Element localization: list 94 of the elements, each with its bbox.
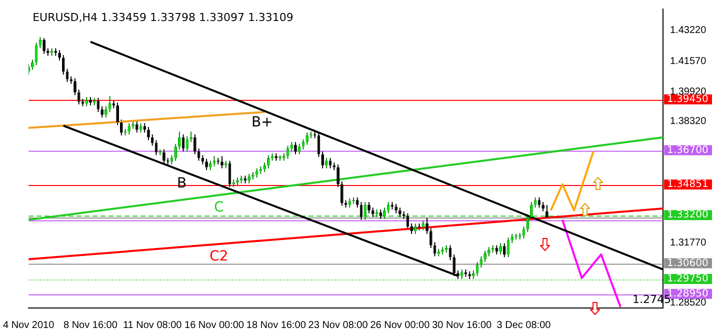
candlestick (108, 96, 112, 112)
candlestick (201, 154, 204, 165)
candlestick (135, 120, 138, 134)
y-tick-label: 1.38320 (670, 116, 707, 128)
ref-line-label: 1.33200 (667, 210, 708, 221)
ref-line-label: 1.29750 (667, 274, 708, 285)
candlestick (255, 168, 258, 178)
x-tick-label: 23 Nov 08:00 (308, 320, 368, 331)
candlestick (324, 157, 328, 169)
candlestick (510, 233, 514, 244)
x-tick-label: 8 Nov 16:00 (64, 320, 118, 331)
candlestick (484, 250, 486, 263)
candlestick (178, 131, 181, 150)
candlestick (42, 38, 46, 54)
candlestick (321, 150, 324, 169)
candlestick (174, 143, 178, 162)
candlestick (120, 119, 123, 136)
candlestick (526, 214, 530, 233)
candlestick (100, 106, 104, 118)
candlestick (383, 207, 386, 220)
x-tick-label: 18 Nov 16:00 (246, 320, 306, 331)
candlestick (368, 202, 370, 214)
candlestick (371, 207, 374, 218)
series-label: B+ (252, 114, 273, 131)
candlestick (162, 148, 166, 164)
y-tick-label: 1.41570 (670, 56, 707, 67)
candlestick (422, 220, 425, 231)
y-tick-label: 1.31770 (670, 237, 707, 248)
candlestick (414, 223, 417, 234)
candlestick (143, 122, 146, 134)
candlestick (364, 202, 367, 220)
candlestick (499, 242, 502, 255)
candlestick (74, 78, 76, 96)
candlestick (128, 122, 131, 135)
candlestick (336, 164, 340, 188)
candlestick (348, 198, 352, 208)
candlestick (294, 142, 297, 155)
candlestick (328, 157, 332, 169)
y-tick-label: 1.43220 (670, 25, 707, 36)
x-tick-label: 3 Dec 08:00 (496, 320, 552, 331)
candlestick (398, 207, 402, 218)
candlestick (394, 203, 398, 214)
candlestick (193, 134, 196, 155)
candlestick (38, 36, 42, 49)
x-tick-label: 11 Nov 08:00 (122, 320, 182, 331)
x-tick-label: 16 Nov 00:00 (184, 320, 244, 331)
series-label: C2 (210, 248, 228, 265)
candlestick (34, 42, 38, 66)
candlestick (379, 208, 382, 220)
candlestick (476, 262, 479, 276)
candlestick (30, 59, 34, 70)
candlestick (220, 156, 224, 169)
candlestick (426, 217, 428, 234)
candlestick (150, 134, 154, 146)
x-tick-label: 4 Nov 2010 (2, 320, 55, 331)
candlestick (306, 132, 309, 146)
candlestick (205, 158, 208, 171)
chart-title: EURUSD,H4 1.33459 1.33798 1.33097 1.33109 (32, 10, 294, 24)
candlestick (487, 246, 490, 257)
candlestick (298, 143, 301, 155)
candlestick (104, 106, 108, 118)
candlestick (495, 244, 498, 255)
candlestick (429, 228, 432, 248)
candlestick (263, 162, 266, 173)
candlestick (62, 54, 65, 76)
candlestick (116, 102, 119, 126)
candlestick (534, 196, 537, 208)
candlestick (460, 268, 464, 280)
candlestick (85, 96, 88, 107)
candlestick (290, 142, 294, 152)
candlestick (182, 134, 185, 152)
x-tick-label: 30 Nov 16:00 (432, 320, 492, 331)
candlestick (480, 256, 483, 268)
candlestick (406, 212, 410, 230)
candlestick (248, 173, 251, 184)
y-tick-label: 1.28520 (670, 298, 707, 309)
candlestick (186, 136, 189, 152)
candlestick (410, 223, 413, 234)
candlestick (340, 180, 344, 206)
candlestick (356, 196, 359, 208)
x-tick-label: 26 Nov 00:00 (370, 320, 430, 331)
candlestick (386, 202, 390, 214)
ref-line-label: 1.30600 (667, 258, 708, 269)
candlestick (502, 242, 506, 258)
series-label: C (214, 200, 224, 216)
ref-line-label: 1.36700 (667, 144, 708, 156)
candlestick (208, 160, 212, 171)
candlestick (77, 89, 80, 105)
candlestick (147, 126, 150, 141)
ref-line-label: 1.34851 (667, 179, 708, 190)
candlestick (266, 154, 270, 169)
candlestick (542, 202, 545, 212)
candlestick (58, 50, 61, 61)
candlestick (545, 204, 548, 218)
